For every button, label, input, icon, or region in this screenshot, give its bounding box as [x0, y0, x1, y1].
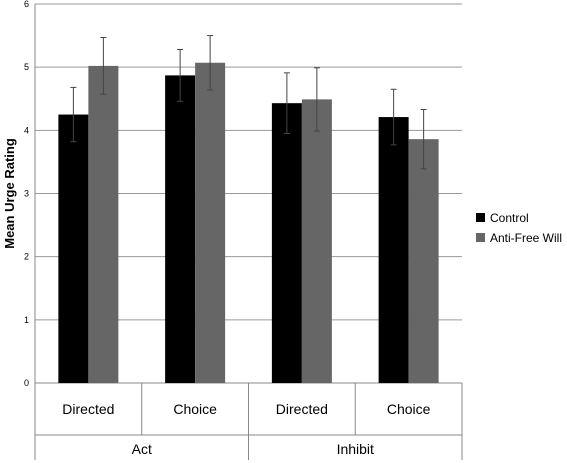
axes — [34, 4, 463, 460]
bar-control — [165, 75, 196, 384]
y-tick-label: 1 — [24, 315, 29, 325]
legend-label: Anti-Free Will — [490, 231, 562, 245]
y-axis-label: Mean Urge Rating — [2, 138, 17, 249]
bar-anti-free-will — [195, 62, 226, 384]
bar-control — [58, 114, 89, 384]
y-tick-label: 3 — [24, 189, 29, 199]
bar-anti-free-will — [88, 65, 119, 384]
legend-label: Control — [490, 211, 529, 225]
bar-anti-free-will — [301, 99, 332, 384]
bar-anti-free-will — [408, 139, 439, 383]
y-tick-label: 2 — [24, 252, 29, 262]
x-group-label: Act — [132, 441, 152, 457]
legend-swatch — [476, 213, 485, 222]
bar-control — [271, 103, 302, 384]
bars — [58, 35, 439, 384]
legend-swatch — [476, 233, 485, 242]
x-group-label: Inhibit — [337, 441, 374, 457]
x-category-label: Directed — [62, 401, 114, 417]
y-tick-label: 0 — [24, 378, 29, 388]
x-category-label: Choice — [387, 401, 431, 417]
y-tick-label: 5 — [24, 62, 29, 72]
legend: Control Anti-Free Will — [476, 211, 562, 245]
x-category-label: Directed — [276, 401, 328, 417]
y-tick-label: 6 — [24, 0, 29, 9]
x-category-label: Choice — [173, 401, 217, 417]
labels: 0 1 2 3 4 5 6 Directed Choice Directed Choice Act In… — [2, 0, 431, 457]
bar-control — [378, 117, 409, 384]
y-tick-label: 4 — [24, 125, 29, 135]
